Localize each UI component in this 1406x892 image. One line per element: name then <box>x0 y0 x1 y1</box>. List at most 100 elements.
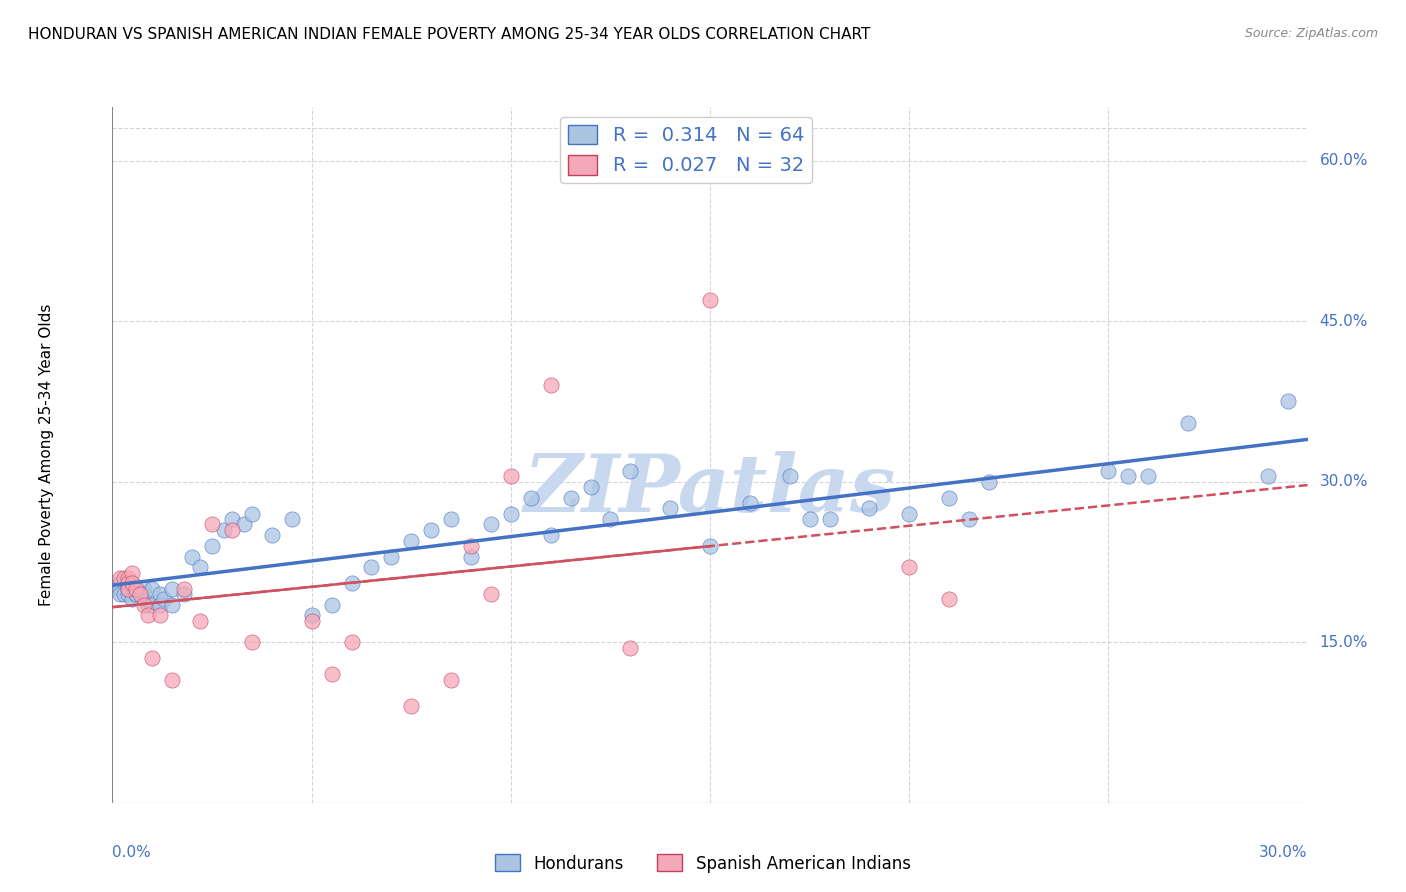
Point <box>121 592 143 607</box>
Point <box>401 699 423 714</box>
Point <box>260 528 283 542</box>
Legend: R =  0.314   N = 64, R =  0.027   N = 32: R = 0.314 N = 64, R = 0.027 N = 32 <box>561 117 811 183</box>
Point <box>117 587 139 601</box>
Point <box>125 587 148 601</box>
Point <box>360 560 382 574</box>
Point <box>240 507 263 521</box>
Point <box>141 598 163 612</box>
Point <box>141 651 163 665</box>
Point <box>134 587 156 601</box>
Point <box>117 582 139 596</box>
Point <box>599 512 621 526</box>
Text: 30.0%: 30.0% <box>1260 845 1308 860</box>
Point <box>114 587 135 601</box>
Point <box>125 587 148 601</box>
Point <box>110 582 132 596</box>
Point <box>460 539 482 553</box>
Point <box>1257 469 1279 483</box>
Point <box>141 582 163 596</box>
Point <box>699 539 721 553</box>
Text: 60.0%: 60.0% <box>1319 153 1368 168</box>
Point <box>977 475 1000 489</box>
Point <box>938 592 960 607</box>
Point <box>121 576 143 591</box>
Point <box>898 507 921 521</box>
Text: Source: ZipAtlas.com: Source: ZipAtlas.com <box>1244 27 1378 40</box>
Point <box>221 512 243 526</box>
Point <box>110 587 132 601</box>
Point <box>1277 394 1299 409</box>
Point <box>149 608 172 623</box>
Point <box>201 539 224 553</box>
Point <box>479 587 502 601</box>
Point <box>340 635 363 649</box>
Text: 0.0%: 0.0% <box>112 845 152 860</box>
Point <box>460 549 482 564</box>
Point <box>125 582 148 596</box>
Point <box>699 293 721 307</box>
Text: 45.0%: 45.0% <box>1319 314 1368 328</box>
Text: HONDURAN VS SPANISH AMERICAN INDIAN FEMALE POVERTY AMONG 25-34 YEAR OLDS CORRELA: HONDURAN VS SPANISH AMERICAN INDIAN FEMA… <box>28 27 870 42</box>
Point <box>162 582 183 596</box>
Point <box>619 464 641 478</box>
Point <box>858 501 880 516</box>
Point <box>579 480 602 494</box>
Point <box>619 640 641 655</box>
Text: 30.0%: 30.0% <box>1319 475 1368 489</box>
Point <box>1097 464 1119 478</box>
Point <box>173 587 195 601</box>
Point <box>957 512 980 526</box>
Point <box>138 598 160 612</box>
Point <box>818 512 841 526</box>
Point <box>162 673 183 687</box>
Point <box>659 501 682 516</box>
Point <box>153 592 176 607</box>
Point <box>479 517 502 532</box>
Point <box>149 598 172 612</box>
Point <box>799 512 821 526</box>
Point <box>110 576 132 591</box>
Point <box>938 491 960 505</box>
Point <box>301 608 323 623</box>
Point <box>898 560 921 574</box>
Point <box>560 491 582 505</box>
Point <box>117 582 139 596</box>
Point <box>110 571 132 585</box>
Point <box>240 635 263 649</box>
Point <box>162 598 183 612</box>
Point <box>221 523 243 537</box>
Point <box>1137 469 1160 483</box>
Point <box>1116 469 1139 483</box>
Point <box>301 614 323 628</box>
Point <box>173 582 195 596</box>
Point <box>281 512 304 526</box>
Point <box>499 469 522 483</box>
Point <box>321 667 343 681</box>
Point <box>540 378 562 392</box>
Point <box>440 512 463 526</box>
Point <box>181 549 204 564</box>
Point <box>117 571 139 585</box>
Point <box>212 523 235 537</box>
Point <box>738 496 761 510</box>
Point <box>138 608 160 623</box>
Text: Female Poverty Among 25-34 Year Olds: Female Poverty Among 25-34 Year Olds <box>39 304 55 606</box>
Text: 15.0%: 15.0% <box>1319 635 1368 649</box>
Point <box>540 528 562 542</box>
Point <box>520 491 543 505</box>
Point <box>440 673 463 687</box>
Point <box>188 560 211 574</box>
Point <box>499 507 522 521</box>
Point <box>114 571 135 585</box>
Point <box>420 523 443 537</box>
Legend: Hondurans, Spanish American Indians: Hondurans, Spanish American Indians <box>489 847 917 880</box>
Point <box>380 549 402 564</box>
Point <box>134 598 156 612</box>
Point <box>188 614 211 628</box>
Point <box>121 566 143 580</box>
Text: ZIPatlas: ZIPatlas <box>524 451 896 528</box>
Point <box>321 598 343 612</box>
Point <box>233 517 256 532</box>
Point <box>340 576 363 591</box>
Point <box>779 469 801 483</box>
